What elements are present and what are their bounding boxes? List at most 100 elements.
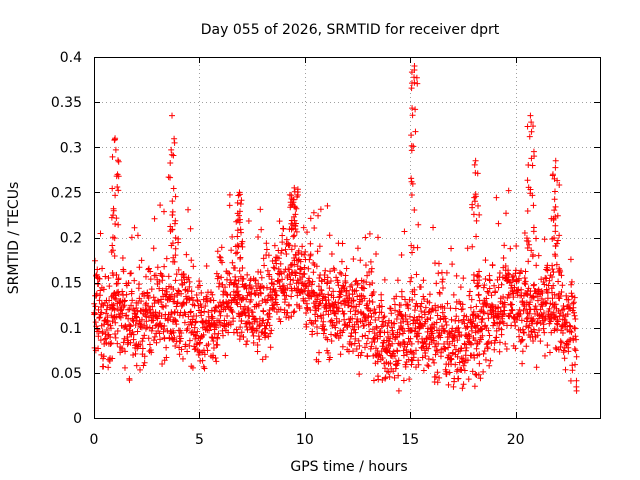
data-point [270, 304, 277, 311]
data-point [316, 243, 323, 250]
data-point [254, 342, 261, 349]
y-tick-label: 0.15 [51, 276, 82, 292]
data-point [107, 341, 114, 348]
data-point [558, 288, 565, 295]
data-point [549, 274, 556, 280]
data-point [116, 313, 123, 320]
data-point [292, 211, 299, 218]
data-point [474, 322, 481, 329]
data-point [115, 275, 122, 282]
data-point [163, 354, 170, 361]
data-point [248, 285, 255, 292]
data-point [448, 316, 455, 323]
data-point [412, 347, 419, 354]
data-point [477, 336, 484, 343]
data-point [529, 192, 536, 199]
data-point [409, 105, 416, 112]
data-point [508, 285, 515, 292]
data-point [171, 258, 178, 265]
data-point [370, 377, 377, 384]
data-point [466, 332, 473, 339]
data-point [418, 300, 425, 307]
data-point [354, 293, 361, 300]
data-point [234, 301, 241, 308]
data-point [441, 345, 448, 352]
data-point [257, 290, 264, 297]
data-point [229, 309, 236, 316]
data-point [429, 356, 436, 363]
data-point [565, 344, 572, 351]
data-point [551, 301, 558, 308]
data-point [130, 331, 137, 338]
data-point [520, 329, 527, 336]
data-point [163, 255, 170, 262]
data-point [356, 342, 363, 349]
data-point [308, 281, 315, 288]
data-point [335, 305, 342, 312]
data-point [505, 187, 512, 194]
data-point [131, 224, 138, 231]
data-point [469, 201, 476, 208]
data-point [393, 293, 400, 300]
data-point [507, 245, 514, 252]
data-point [448, 245, 455, 252]
data-point [556, 232, 563, 239]
data-point [335, 299, 342, 306]
data-point [552, 203, 559, 210]
data-point [277, 318, 284, 325]
data-point [363, 279, 370, 286]
data-point [408, 192, 415, 199]
data-point [356, 371, 363, 378]
data-point [404, 351, 411, 358]
data-point [512, 267, 519, 274]
data-point [558, 272, 565, 279]
data-point [495, 305, 502, 312]
data-point [568, 329, 575, 336]
data-point [459, 305, 466, 312]
data-point [378, 291, 385, 298]
data-point [486, 332, 493, 339]
data-point [221, 317, 228, 324]
data-point [437, 334, 444, 341]
data-point [551, 251, 558, 258]
data-point [480, 308, 487, 315]
data-point [328, 251, 335, 258]
data-point [345, 302, 352, 309]
data-point [147, 268, 154, 275]
data-point [243, 285, 250, 292]
data-point [186, 278, 193, 285]
data-points [91, 63, 580, 394]
data-point [462, 341, 469, 348]
data-point [328, 337, 335, 344]
data-point [501, 301, 508, 308]
data-point [154, 264, 161, 271]
data-point [352, 335, 359, 342]
data-point [250, 332, 257, 339]
data-point [408, 327, 415, 334]
data-point [309, 278, 316, 285]
data-point [194, 328, 201, 335]
data-point [390, 331, 397, 338]
data-point [271, 305, 278, 312]
data-point [418, 314, 425, 321]
data-point [177, 338, 184, 345]
data-point [546, 277, 553, 284]
data-point [528, 128, 535, 135]
data-point [216, 253, 223, 260]
data-point [427, 325, 434, 332]
data-point [324, 336, 331, 343]
data-point [215, 330, 222, 337]
data-point [417, 321, 424, 328]
data-point [150, 245, 157, 252]
data-point [112, 330, 119, 337]
data-point [326, 285, 333, 292]
data-point [235, 243, 242, 250]
data-point [104, 314, 111, 321]
data-point [228, 247, 235, 254]
data-point [540, 278, 547, 285]
data-point [458, 306, 465, 313]
data-point [266, 313, 273, 320]
data-point [183, 251, 190, 258]
data-point [126, 377, 133, 384]
data-point [145, 294, 152, 301]
